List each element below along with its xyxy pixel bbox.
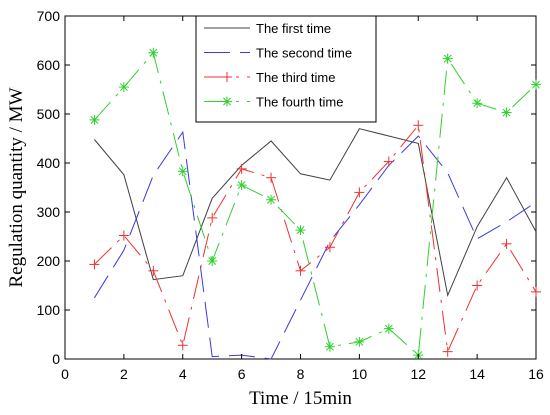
data-point-marker [236,180,247,191]
data-point-marker [413,120,424,131]
y-tick-label: 600 [37,57,61,73]
y-tick-label: 500 [37,106,61,122]
series-3 [89,120,541,357]
x-tick-label: 6 [238,366,246,382]
x-tick-label: 0 [61,366,69,382]
data-point-marker [148,265,159,276]
legend-item: The second time [204,46,352,61]
data-point-marker [501,238,512,249]
data-point-marker [354,187,365,198]
legend-label: The third time [256,70,335,85]
x-tick-label: 10 [352,366,368,382]
data-point-marker [118,230,129,241]
y-tick-label: 300 [37,204,61,220]
legend-label: The second time [256,46,352,61]
legend-item: The first time [204,21,331,36]
data-point-marker [442,53,453,64]
y-tick-label: 700 [37,8,61,24]
series-line [94,128,537,297]
data-point-marker [472,280,483,291]
data-point-marker [442,346,453,357]
legend-label: The first time [256,21,331,36]
legend-box [195,15,377,123]
data-point-marker [354,336,365,347]
data-point-marker [207,256,218,266]
y-tick-label: 200 [37,253,61,269]
data-point-marker [148,47,159,58]
data-point-marker [177,340,188,351]
y-axis-title: Regulation quantity / MW [6,87,27,287]
data-point-marker [295,265,306,276]
x-tick-label: 4 [179,366,187,382]
legend-item: The fourth time [204,95,343,110]
data-point-marker [295,225,306,236]
data-point-marker [222,96,232,107]
data-point-marker [472,98,483,109]
y-tick-label: 100 [37,302,61,318]
data-point-marker [501,107,512,118]
data-point-marker [207,212,218,223]
legend: The first time The second time The third t… [195,15,377,123]
data-point-marker [222,72,232,82]
x-tick-label: 2 [120,366,128,382]
data-point-marker [177,166,188,177]
data-point-marker [324,242,335,253]
data-point-marker [531,79,541,90]
y-tick-label: 400 [37,155,61,171]
y-tick-label: 0 [52,351,60,367]
data-point-marker [324,341,335,352]
data-point-marker [236,163,247,174]
data-point-marker [118,82,129,93]
series-1 [94,128,537,297]
series-line [93,130,537,360]
data-point-marker [89,114,100,125]
x-axis-title: Time / 15min [249,388,352,409]
data-point-marker [531,286,541,297]
x-tick-label: 14 [469,366,485,382]
legend-item: The third time [204,70,335,85]
data-point-marker [383,323,394,334]
series-layer [89,47,541,361]
axes-layer: 0 2 4 6 8 10 12 14 16 0 100 200 300 400 500 600 700 [37,8,544,382]
series-line [94,51,537,357]
x-tick-label: 8 [297,366,305,382]
series-2 [93,130,537,360]
data-point-marker [383,156,394,167]
x-tick-label: 12 [410,366,426,382]
data-point-marker [89,259,100,270]
x-tick-label: 16 [528,366,544,382]
data-point-marker [266,172,277,183]
data-point-marker [266,194,277,205]
legend-label: The fourth time [256,95,343,110]
series-line [94,124,537,354]
